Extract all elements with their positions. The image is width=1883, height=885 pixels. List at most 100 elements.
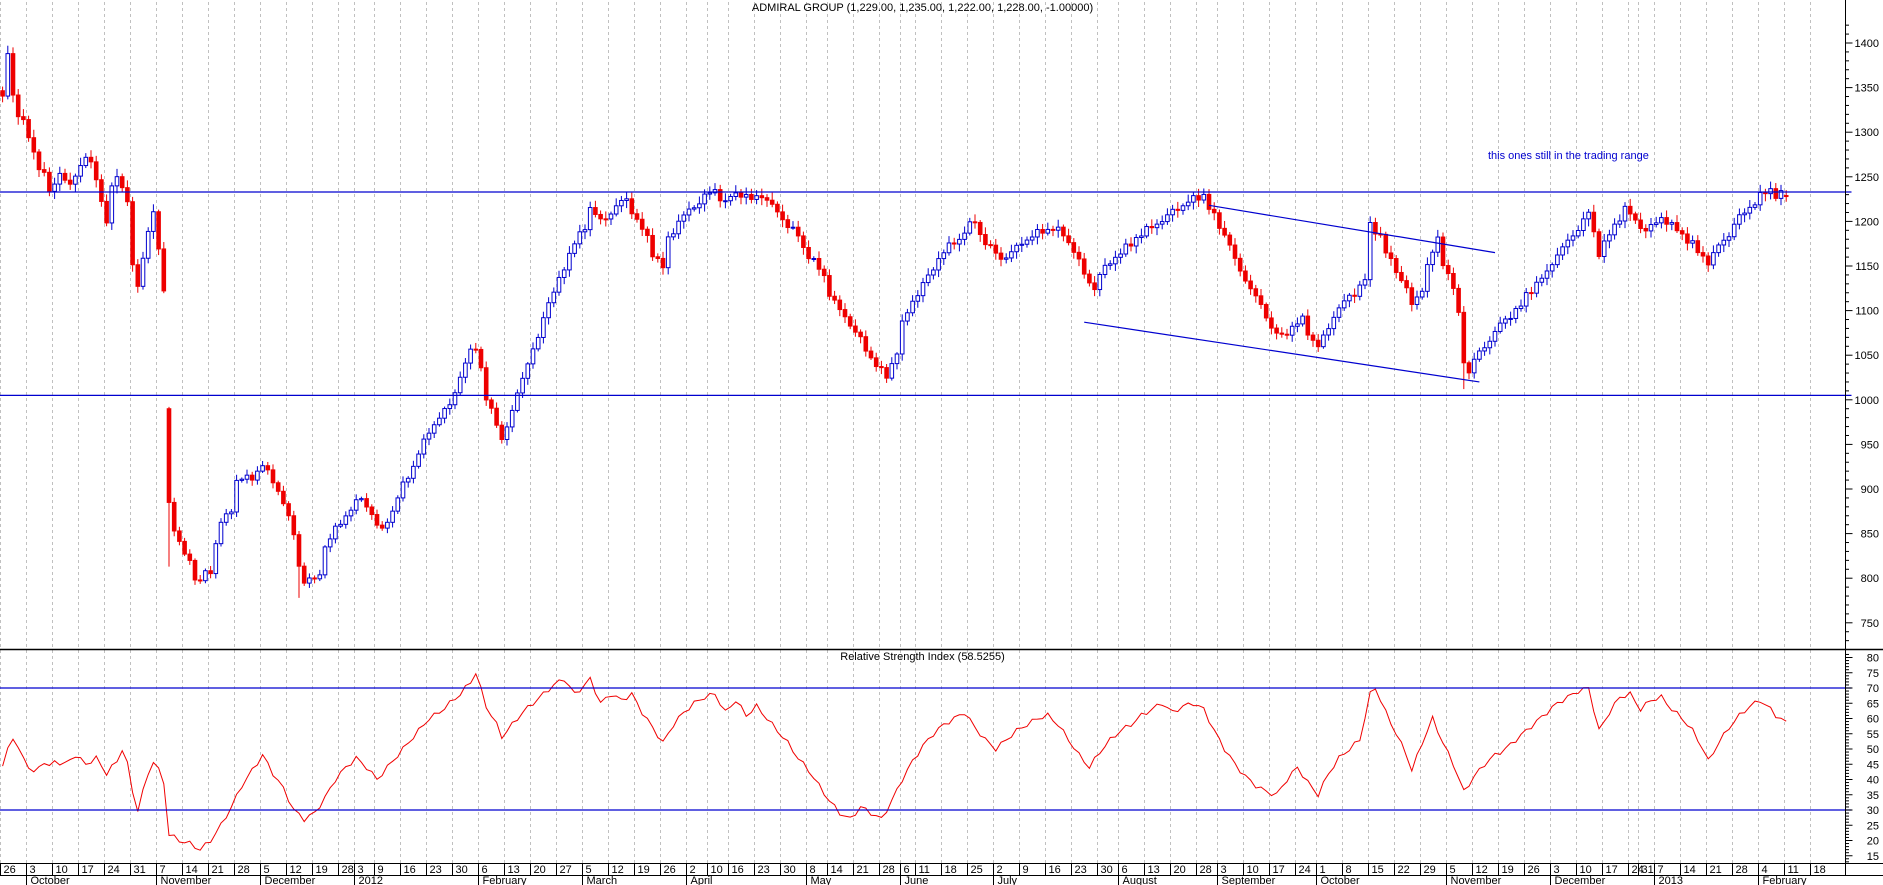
- week-tick-label: 26: [4, 864, 16, 876]
- price-tick-label: 1100: [1855, 306, 1879, 318]
- week-tick-label: 19: [638, 864, 650, 876]
- week-tick-label: 17: [1273, 864, 1285, 876]
- week-tick-label: 9: [378, 864, 384, 876]
- week-tick-label: 2: [690, 864, 696, 876]
- week-tick-label: 31: [134, 864, 146, 876]
- week-tick-label: 12: [290, 864, 302, 876]
- rsi-tick-label: 75: [1867, 668, 1879, 680]
- price-tick-label: 1350: [1855, 83, 1879, 95]
- month-label: 2013: [1659, 875, 1683, 885]
- week-tick-label: 30: [784, 864, 796, 876]
- week-tick-label: 13: [508, 864, 520, 876]
- week-tick-label: 5: [586, 864, 592, 876]
- price-tick-label: 1250: [1855, 172, 1879, 184]
- week-tick-label: 10: [1247, 864, 1259, 876]
- month-label: February: [483, 875, 528, 885]
- week-tick-label: 14: [831, 864, 843, 876]
- rsi-line: [2, 672, 1787, 851]
- week-tick-label: 28: [1200, 864, 1212, 876]
- week-tick-label: 10: [56, 864, 68, 876]
- week-tick-label: 5: [264, 864, 270, 876]
- week-tick-label: 8: [1346, 864, 1352, 876]
- week-tick-label: 16: [404, 864, 416, 876]
- week-tick-label: 3: [358, 864, 364, 876]
- week-tick-label: 6: [904, 864, 910, 876]
- price-tick-label: 1400: [1855, 38, 1879, 50]
- month-label: February: [1763, 875, 1808, 885]
- rsi-tick-label: 80: [1867, 653, 1879, 665]
- week-tick-label: 28: [1736, 864, 1748, 876]
- month-label: November: [1451, 875, 1502, 885]
- price-tick-label: 1000: [1855, 395, 1879, 407]
- price-tick-label: 1300: [1855, 127, 1879, 139]
- week-tick-label: 27: [560, 864, 572, 876]
- price-tick-label: 1050: [1855, 350, 1879, 362]
- week-tick-label: 24: [108, 864, 120, 876]
- week-tick-label: 1: [1320, 864, 1326, 876]
- month-label: October: [31, 875, 70, 885]
- week-tick-label: 9: [1023, 864, 1029, 876]
- week-tick-label: 29: [1424, 864, 1436, 876]
- month-label: November: [161, 875, 212, 885]
- week-tick-label: 21: [212, 864, 224, 876]
- rsi-tick-label: 15: [1867, 851, 1879, 863]
- price-axis: 750 800 850 900 950 1000 1050 1100 1150 1200 1250 1…: [1845, 24, 1879, 642]
- price-tick-label: 900: [1861, 484, 1879, 496]
- month-label: September: [1222, 875, 1276, 885]
- rsi-axis: 15 20 25 30 35 40 45 50 55 60 65 70 75 80: [1845, 653, 1879, 863]
- week-tick-label: 11: [1788, 864, 1799, 876]
- rsi-tick-label: 40: [1867, 775, 1879, 787]
- week-tick-label: 7: [160, 864, 166, 876]
- month-label: March: [587, 875, 618, 885]
- week-tick-label: 28: [342, 864, 354, 876]
- drawn-line-objects[interactable]: [0, 191, 1852, 811]
- rsi-tick-label: 25: [1867, 820, 1879, 832]
- week-tick-label: 17: [1606, 864, 1618, 876]
- rsi-tick-label: 50: [1867, 744, 1879, 756]
- rsi-tick-label: 55: [1867, 729, 1879, 741]
- price-tick-label: 850: [1861, 529, 1879, 541]
- week-tick-label: 6: [1122, 864, 1128, 876]
- month-label: December: [265, 875, 316, 885]
- week-tick-label: 2: [997, 864, 1003, 876]
- wedge-trendline: [1084, 321, 1480, 383]
- month-label: July: [998, 875, 1018, 885]
- week-tick-label: 24: [1299, 864, 1311, 876]
- week-tick-label: 12: [1476, 864, 1488, 876]
- price-tick-label: 750: [1861, 618, 1879, 630]
- week-tick-label: 23: [1075, 864, 1087, 876]
- trading-range-annotation[interactable]: this ones still in the trading range: [1488, 150, 1649, 162]
- rsi-tick-label: 45: [1867, 759, 1879, 771]
- week-tick-label: 16: [732, 864, 744, 876]
- rsi-tick-label: 70: [1867, 683, 1879, 695]
- week-tick-label: 21: [857, 864, 869, 876]
- week-tick-label: 20: [1174, 864, 1186, 876]
- price-tick-label: 1200: [1855, 216, 1879, 228]
- month-label: October: [1321, 875, 1360, 885]
- month-label: May: [811, 875, 832, 885]
- price-tick-label: 950: [1861, 439, 1879, 451]
- month-label: 2012: [359, 875, 383, 885]
- rsi-tick-label: 65: [1867, 698, 1879, 710]
- week-tick-label: 3: [1554, 864, 1560, 876]
- week-tick-label: 12: [612, 864, 624, 876]
- week-tick-label: 23: [758, 864, 770, 876]
- week-tick-label: 30: [456, 864, 468, 876]
- week-tick-label: 6: [482, 864, 488, 876]
- month-label: April: [691, 875, 713, 885]
- week-tick-label: 19: [316, 864, 328, 876]
- week-tick-label: 5: [1450, 864, 1456, 876]
- week-tick-label: 14: [186, 864, 198, 876]
- week-tick-label: 19: [1502, 864, 1514, 876]
- week-tick-label: 15: [1372, 864, 1384, 876]
- week-tick-label: 20: [534, 864, 546, 876]
- rsi-tick-label: 30: [1867, 805, 1879, 817]
- candlesticks: [0, 45, 1789, 598]
- week-tick-label: 17: [82, 864, 94, 876]
- week-tick-label: 30: [1101, 864, 1113, 876]
- week-tick-label: 23: [430, 864, 442, 876]
